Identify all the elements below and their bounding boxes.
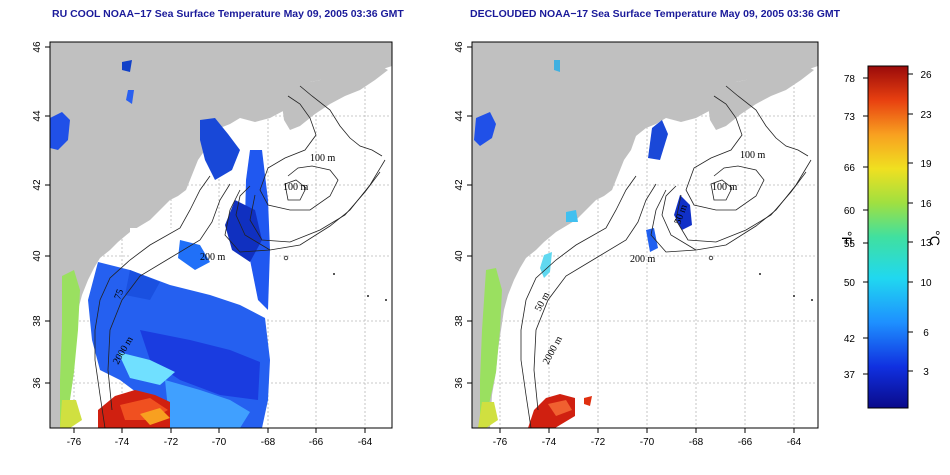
right-lon-tick: -74 bbox=[542, 437, 557, 448]
left-lon-tick: -68 bbox=[261, 437, 276, 448]
left-nova-scotia bbox=[282, 66, 388, 130]
colorbar-c-tick: 19 bbox=[920, 159, 932, 170]
left-lon-tick: -72 bbox=[164, 437, 179, 448]
left-contour-label-100m-upper: 100 m bbox=[310, 153, 336, 164]
right-lat-tick: 42 bbox=[454, 179, 465, 191]
colorbar-f-tick: 37 bbox=[844, 370, 856, 381]
right-contour-label-200m: 200 m bbox=[630, 254, 656, 265]
colorbar-gradient bbox=[867, 65, 909, 409]
left-contour-label-200m: 200 m bbox=[200, 252, 226, 263]
right-map-title: DECLOUDED NOAA−17 Sea Surface Temperatur… bbox=[470, 8, 841, 20]
left-lon-tick: -66 bbox=[309, 437, 324, 448]
right-axis-ticks bbox=[467, 46, 795, 433]
right-lat-tick: 40 bbox=[454, 250, 465, 262]
left-contour-label-75: 75 bbox=[112, 288, 126, 301]
left-lat-tick: 42 bbox=[32, 179, 43, 191]
colorbar-f-tick: 42 bbox=[844, 334, 856, 345]
right-contour-label-100m-lower: 100 m bbox=[712, 182, 738, 193]
left-lon-tick: -74 bbox=[115, 437, 130, 448]
colorbar-fahrenheit-label: °F bbox=[839, 231, 855, 245]
right-lat-tick: 38 bbox=[454, 315, 465, 327]
left-contour-label-100m-lower: 100 m bbox=[283, 182, 309, 193]
colorbar-f-tick: 55 bbox=[844, 239, 856, 250]
left-lon-tick: -70 bbox=[212, 437, 227, 448]
right-nova-scotia bbox=[708, 66, 814, 130]
colorbar-c-tick: 16 bbox=[920, 199, 932, 210]
temperature-colorbar: 78 73 66 60 55 50 42 37 26 23 19 16 13 1… bbox=[839, 65, 943, 409]
colorbar-c-tick: 13 bbox=[920, 238, 932, 249]
colorbar-f-tick: 78 bbox=[844, 74, 856, 85]
left-map-panel: 100 m 100 m 200 m 75 2000 m -76 -74 -72 … bbox=[32, 41, 393, 448]
colorbar-f-tick: 73 bbox=[844, 112, 856, 123]
right-map-frame bbox=[471, 41, 819, 429]
colorbar-c-tick: 6 bbox=[923, 328, 929, 339]
right-bathymetry-contours bbox=[520, 85, 812, 428]
right-lon-tick: -64 bbox=[787, 437, 802, 448]
left-bathymetry-contours bbox=[94, 85, 386, 428]
right-contour-label-100m-upper: 100 m bbox=[740, 150, 766, 161]
right-lat-tick: 36 bbox=[454, 377, 465, 389]
right-lon-tick: -72 bbox=[591, 437, 606, 448]
right-lon-tick: -68 bbox=[689, 437, 704, 448]
right-map-panel: 100 m 100 m 200 m 50 m 2000 m 50 m -76 -… bbox=[454, 41, 819, 448]
right-lon-tick: -66 bbox=[738, 437, 753, 448]
right-lat-tick: 46 bbox=[454, 41, 465, 53]
left-axis-ticks bbox=[45, 46, 366, 433]
left-land-mass bbox=[50, 42, 392, 428]
colorbar-c-tick: 10 bbox=[920, 278, 932, 289]
colorbar-f-tick: 50 bbox=[844, 278, 856, 289]
colorbar-ticks bbox=[863, 73, 913, 375]
left-map-title: RU COOL NOAA−17 Sea Surface Temperature … bbox=[52, 8, 404, 20]
colorbar-f-tick: 66 bbox=[844, 163, 856, 174]
right-land-mass bbox=[472, 42, 818, 428]
right-coastal-warm bbox=[480, 268, 502, 428]
colorbar-f-tick: 60 bbox=[844, 206, 856, 217]
left-lat-tick: 38 bbox=[32, 315, 43, 327]
left-lat-tick: 36 bbox=[32, 377, 43, 389]
colorbar-celsius-label: °C bbox=[927, 230, 943, 246]
left-lon-tick: -64 bbox=[358, 437, 373, 448]
right-lon-tick: -70 bbox=[640, 437, 655, 448]
colorbar-c-tick: 26 bbox=[920, 70, 932, 81]
right-lon-tick: -76 bbox=[493, 437, 508, 448]
left-lat-tick: 46 bbox=[32, 41, 43, 53]
left-coastal-warm bbox=[60, 270, 80, 428]
right-lat-tick: 44 bbox=[454, 110, 465, 122]
colorbar-c-tick: 23 bbox=[920, 110, 932, 121]
left-lon-tick: -76 bbox=[67, 437, 82, 448]
left-map-frame bbox=[49, 41, 393, 429]
right-sst-patches bbox=[474, 60, 692, 278]
left-lat-tick: 40 bbox=[32, 250, 43, 262]
left-lat-tick: 44 bbox=[32, 110, 43, 122]
colorbar-c-tick: 3 bbox=[923, 367, 929, 378]
